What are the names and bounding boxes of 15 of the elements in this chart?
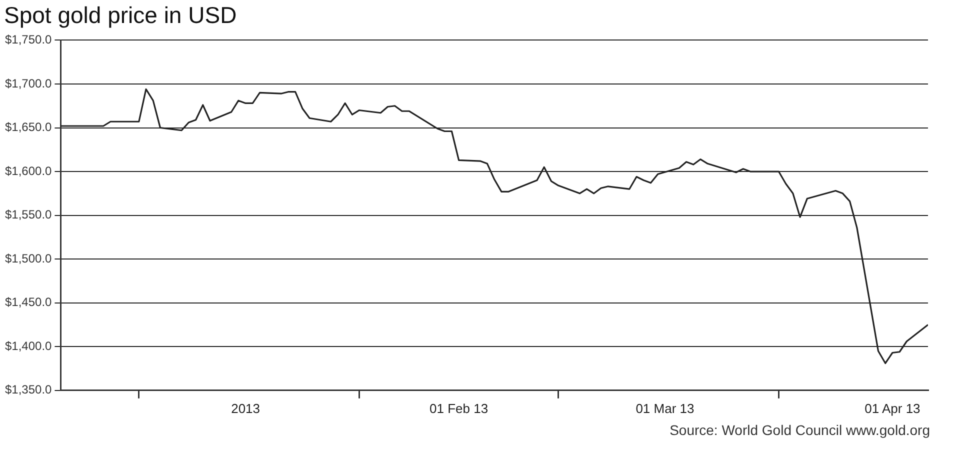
y-tick-label: $1,750.0 [4,32,52,47]
source-note: Source: World Gold Council www.gold.org [670,422,930,438]
y-tick-label: $1,550.0 [4,208,52,222]
y-tick-label: $1,700.0 [4,76,52,90]
x-tick-label: 01 Mar 13 [636,400,694,416]
y-tick-label: $1,400.0 [4,338,52,353]
chart-title: Spot gold price in USD [4,2,237,29]
y-tick-label: $1,450.0 [4,295,52,310]
x-tick-label: 01 Feb 13 [430,400,488,416]
y-tick-label: $1,600.0 [4,164,52,178]
x-tick-label: 2013 [231,400,260,416]
y-tick-label: $1,650.0 [4,120,52,134]
y-tick-label: $1,350.0 [4,382,52,397]
y-tick-label: $1,500.0 [4,251,52,266]
x-tick-label: 01 Apr 13 [864,400,920,416]
